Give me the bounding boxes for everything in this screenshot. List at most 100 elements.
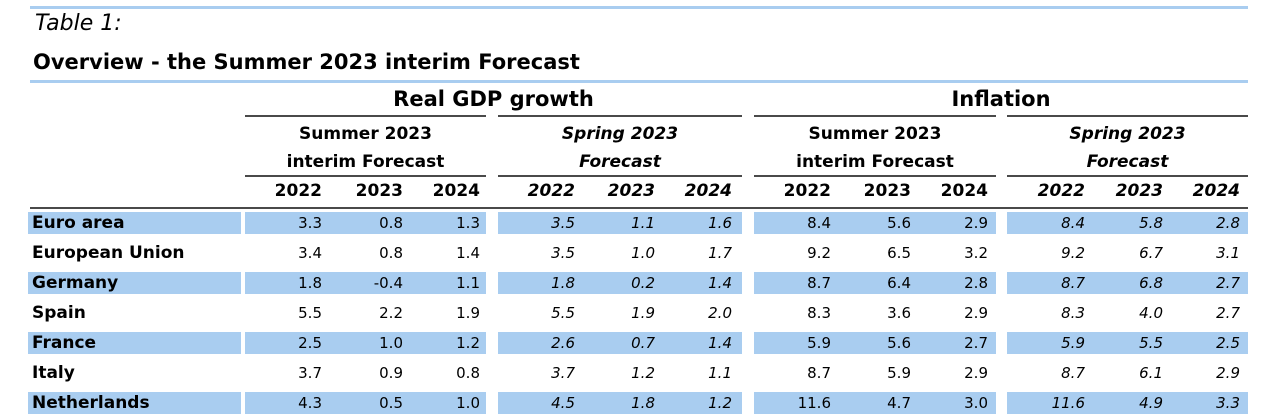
table-row: France 2.5 1.0 1.2 2.6 0.7 1.4 5.9 5.6 2.7 5.9 5.5 2…	[0, 329, 1272, 355]
value-cell: 0.8	[456, 364, 480, 382]
value-cell: 1.2	[708, 394, 732, 412]
group-rule	[1007, 115, 1248, 117]
value-cell: 1.8	[551, 274, 575, 292]
table-row: Netherlands 4.3 0.5 1.0 4.5 1.8 1.2 11.6 4.7 3.0 1…	[0, 389, 1272, 415]
value-cell: 0.8	[379, 244, 403, 262]
value-cell: 8.7	[1061, 274, 1085, 292]
subheader-rule	[754, 175, 996, 177]
value-cell: 2.0	[708, 304, 732, 322]
year-header: 2023	[355, 181, 403, 201]
value-cell: 1.1	[708, 364, 732, 382]
value-cell: 3.3	[298, 214, 322, 232]
value-cell: 5.9	[1061, 334, 1085, 352]
value-cell: 6.1	[1139, 364, 1163, 382]
group-title-0: Real GDP growth	[393, 87, 594, 111]
value-cell: 2.9	[964, 364, 988, 382]
value-cell: 4.7	[887, 394, 911, 412]
value-cell: 1.0	[456, 394, 480, 412]
year-header: 2024	[940, 181, 988, 201]
table-caption: Table 1:	[35, 11, 122, 36]
value-cell: 2.5	[298, 334, 322, 352]
value-cell: 1.4	[708, 334, 732, 352]
value-cell: 2.8	[964, 274, 988, 292]
row-label-cell: France	[28, 332, 241, 354]
value-cell: 1.9	[456, 304, 480, 322]
value-cell: 2.9	[964, 214, 988, 232]
value-cell: 6.7	[1139, 244, 1163, 262]
country-name: Euro area	[32, 213, 125, 233]
value-cell: 8.7	[807, 274, 831, 292]
value-block	[498, 332, 742, 354]
value-block	[754, 272, 996, 294]
value-cell: 2.9	[964, 304, 988, 322]
value-cell: 4.0	[1139, 304, 1163, 322]
value-cell: 4.9	[1139, 394, 1163, 412]
value-cell: 1.2	[456, 334, 480, 352]
value-cell: 2.5	[1216, 334, 1240, 352]
table-row: Euro area 3.3 0.8 1.3 3.5 1.1 1.6 8.4 5.6 2.9 8.4 5…	[0, 209, 1272, 235]
group-title-1: Inflation	[951, 87, 1051, 111]
value-cell: 6.4	[887, 274, 911, 292]
value-cell: 11.6	[1051, 394, 1085, 412]
value-cell: 1.9	[631, 304, 655, 322]
subheader-line2: Forecast	[1086, 152, 1169, 172]
value-block	[754, 212, 996, 234]
value-cell: 5.6	[887, 214, 911, 232]
header-rule	[30, 207, 1248, 209]
row-label-cell: Euro area	[28, 212, 241, 234]
subheader: Summer 2023 interim Forecast	[754, 120, 996, 176]
value-cell: 6.5	[887, 244, 911, 262]
value-cell: 5.6	[887, 334, 911, 352]
value-cell: 2.7	[964, 334, 988, 352]
value-block	[1007, 272, 1248, 294]
subheader: Summer 2023 interim Forecast	[245, 120, 486, 176]
value-block	[1007, 392, 1248, 414]
subheader-rule	[1007, 175, 1248, 177]
value-cell: 9.2	[807, 244, 831, 262]
subheader-line2: interim Forecast	[286, 152, 445, 172]
value-block	[498, 212, 742, 234]
subheader-line1: Spring 2023	[561, 124, 679, 144]
country-name: France	[32, 333, 97, 353]
value-cell: 4.5	[551, 394, 575, 412]
value-block	[754, 332, 996, 354]
value-cell: 3.7	[298, 364, 322, 382]
value-block	[498, 272, 742, 294]
value-cell: 5.9	[887, 364, 911, 382]
value-cell: 2.7	[1216, 304, 1240, 322]
value-cell: 2.6	[551, 334, 575, 352]
value-cell: 11.6	[797, 394, 831, 412]
value-cell: 2.7	[1216, 274, 1240, 292]
subheader-rule	[498, 175, 742, 177]
value-cell: 8.7	[1061, 364, 1085, 382]
value-cell: 0.8	[379, 214, 403, 232]
country-name: Italy	[32, 363, 75, 383]
group-rule	[245, 115, 486, 117]
value-cell: 5.5	[551, 304, 575, 322]
value-cell: 1.4	[456, 244, 480, 262]
value-cell: 3.6	[887, 304, 911, 322]
value-cell: 6.8	[1139, 274, 1163, 292]
value-cell: 1.8	[298, 274, 322, 292]
value-block	[245, 332, 486, 354]
subheader-rule	[245, 175, 486, 177]
value-cell: 0.5	[379, 394, 403, 412]
table-row: Italy 3.7 0.9 0.8 3.7 1.2 1.1 8.7 5.9 2.9 8.7 6.1 2.…	[0, 359, 1272, 385]
value-cell: 1.2	[631, 364, 655, 382]
table-row: Germany 1.8 -0.4 1.1 1.8 0.2 1.4 8.7 6.4 2.8 8.7 6.…	[0, 269, 1272, 295]
value-cell: 3.4	[298, 244, 322, 262]
value-cell: -0.4	[373, 274, 403, 292]
value-cell: 8.4	[1061, 214, 1085, 232]
table-row: European Union 3.4 0.8 1.4 3.5 1.0 1.7 9.2 6.5 3.…	[0, 239, 1272, 265]
value-block	[245, 272, 486, 294]
year-header: 2023	[1115, 181, 1163, 201]
title-rule	[30, 80, 1248, 83]
value-cell: 1.4	[708, 274, 732, 292]
country-name: Netherlands	[32, 393, 150, 413]
value-cell: 0.2	[631, 274, 655, 292]
value-cell: 3.5	[551, 244, 575, 262]
group-rule	[754, 115, 996, 117]
value-block	[498, 392, 742, 414]
value-cell: 3.2	[964, 244, 988, 262]
row-label-cell: Italy	[28, 362, 241, 384]
